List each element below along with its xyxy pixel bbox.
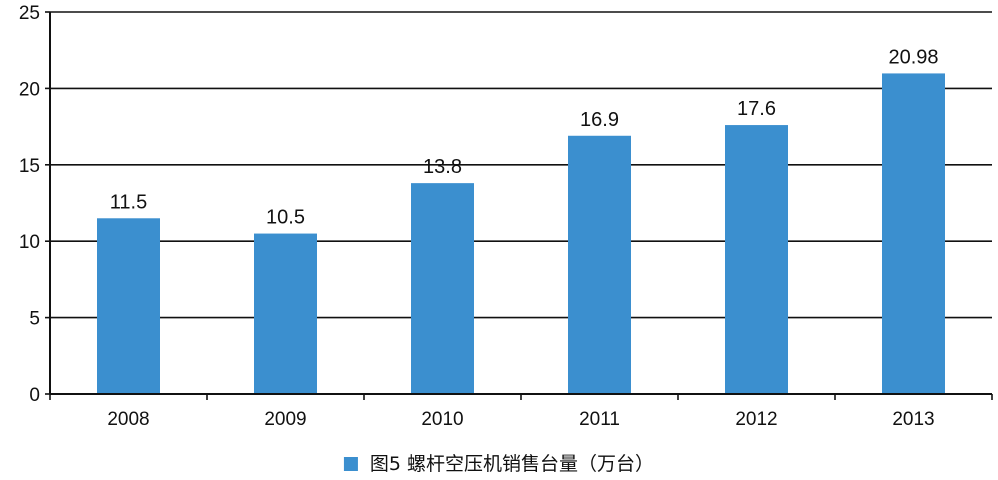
bars <box>97 73 945 395</box>
data-label: 11.5 <box>110 191 147 213</box>
gridlines <box>45 11 992 395</box>
bar-2013 <box>882 73 945 394</box>
x-tick-label: 2012 <box>735 409 777 430</box>
data-labels: 11.5 10.5 13.8 16.9 17.6 20.98 <box>110 46 939 228</box>
y-tick-label: 15 <box>19 156 40 177</box>
x-tick-labels: 2008 2009 2010 2011 2012 2013 <box>49 394 993 430</box>
x-tick-label: 2011 <box>579 409 620 430</box>
bar-2008 <box>97 218 160 394</box>
data-label: 20.98 <box>888 46 938 68</box>
y-tick-label: 5 <box>29 309 40 330</box>
axes <box>49 12 992 395</box>
data-label: 17.6 <box>737 98 776 120</box>
legend-swatch <box>343 457 358 471</box>
data-label: 13.8 <box>423 156 462 178</box>
legend: 图5 螺杆空压机销售台量（万台） <box>343 453 654 475</box>
y-tick-label: 20 <box>19 79 40 100</box>
bar-2011 <box>568 135 631 394</box>
bar-2010 <box>411 183 474 394</box>
bar-2009 <box>254 233 317 394</box>
y-tick-label: 10 <box>19 232 40 253</box>
x-tick-label: 2008 <box>107 409 149 430</box>
y-tick-label: 0 <box>29 385 40 406</box>
x-tick-label: 2009 <box>264 409 306 430</box>
legend-label: 图5 螺杆空压机销售台量（万台） <box>370 453 654 475</box>
data-label: 10.5 <box>266 207 305 229</box>
x-tick-label: 2010 <box>421 409 463 430</box>
data-label: 16.9 <box>580 109 619 131</box>
x-tick-label: 2013 <box>892 409 934 430</box>
bar-2012 <box>725 125 788 395</box>
y-tick-labels: 0 5 10 15 20 25 <box>19 3 40 406</box>
y-tick-label: 25 <box>19 3 40 24</box>
